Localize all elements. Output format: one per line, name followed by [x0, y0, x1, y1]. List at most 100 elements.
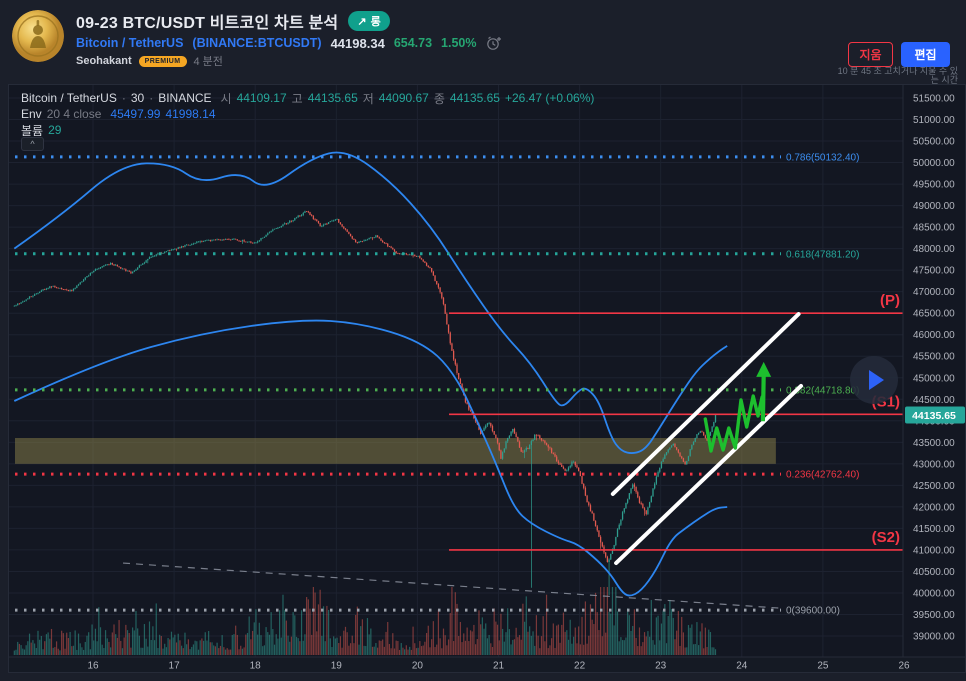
svg-text:0.618(47881.20): 0.618(47881.20) [786, 249, 859, 260]
env-lower-value: 41998.14 [165, 107, 216, 121]
fib-levels: 0.786(50132.40) 0.618(47881.20) 0.382(4471… [15, 152, 859, 617]
svg-text:45500.00: 45500.00 [913, 352, 955, 363]
channel-line[interactable] [614, 383, 804, 566]
low-label: 저 [362, 91, 374, 106]
bar-change: +26.47 (+0.06%) [504, 91, 595, 105]
edit-timer-line2: 는 시간 [930, 75, 958, 85]
svg-text:43000.00: 43000.00 [913, 459, 955, 470]
svg-text:49500.00: 49500.00 [913, 180, 955, 191]
edit-button[interactable]: 편집 [901, 42, 950, 67]
time-axis[interactable]: 16 17 18 19 20 21 22 23 24 25 26 [87, 661, 910, 672]
svg-text:0.382(44718.80): 0.382(44718.80) [786, 385, 859, 396]
env-params: 20 4 close [46, 107, 102, 121]
svg-text:26: 26 [898, 661, 910, 672]
svg-text:46000.00: 46000.00 [913, 330, 955, 341]
open-value: 44109.17 [236, 91, 287, 105]
svg-text:44500.00: 44500.00 [913, 395, 955, 406]
premium-badge: PREMIUM [138, 55, 187, 67]
legend-env-row[interactable]: Env 20 4 close 45497.99 41998.14 [21, 106, 594, 122]
volume-value: 29 [48, 123, 62, 137]
svg-text:18: 18 [250, 661, 262, 672]
close-value: 44135.65 [449, 91, 500, 105]
svg-text:47500.00: 47500.00 [913, 266, 955, 277]
svg-text:39500.00: 39500.00 [913, 610, 955, 621]
svg-text:50000.00: 50000.00 [913, 158, 955, 169]
legend-main-row[interactable]: Bitcoin / TetherUS · 30 · BINANCE 시 44109… [21, 91, 595, 106]
svg-text:42000.00: 42000.00 [913, 502, 955, 513]
svg-text:40500.00: 40500.00 [913, 567, 955, 578]
svg-text:16: 16 [87, 661, 99, 672]
delete-button[interactable]: 지움 [848, 42, 893, 67]
play-icon [869, 370, 884, 390]
legend-collapse-button[interactable]: ^ [21, 137, 44, 151]
price-axis[interactable]: 51500.00 51000.00 50500.00 50000.00 49500.00… [905, 94, 965, 643]
svg-text:45000.00: 45000.00 [913, 373, 955, 384]
legend-exchange: BINANCE [158, 91, 212, 105]
pivot-lines: (P)(S1)(S2) [449, 292, 903, 551]
up-arrow-head [756, 361, 772, 377]
svg-text:22: 22 [574, 661, 586, 672]
svg-text:50500.00: 50500.00 [913, 137, 955, 148]
symbol-link[interactable]: Bitcoin / TetherUS [76, 36, 184, 50]
chart-widget: 0.786(50132.40) 0.618(47881.20) 0.382(4471… [8, 84, 966, 673]
svg-text:0.236(42762.40): 0.236(42762.40) [786, 470, 859, 481]
up-arrow[interactable] [760, 374, 766, 422]
svg-text:41500.00: 41500.00 [913, 524, 955, 535]
high-label: 고 [291, 91, 303, 106]
svg-text:17: 17 [169, 661, 181, 672]
svg-text:40000.00: 40000.00 [913, 588, 955, 599]
exchange-symbol[interactable]: (BINANCE:BTCUSDT) [192, 36, 322, 50]
chart-legend: Bitcoin / TetherUS · 30 · BINANCE 시 44109… [21, 90, 594, 138]
volume-bars [13, 587, 717, 655]
svg-text:41000.00: 41000.00 [913, 545, 955, 556]
idea-price: 44198.34 [330, 35, 385, 51]
price-chart[interactable]: 0.786(50132.40) 0.618(47881.20) 0.382(4471… [9, 85, 965, 672]
idea-change: 654.73 [393, 36, 433, 50]
channel-line[interactable] [610, 312, 801, 496]
idea-header: 09-23 BTC/USDT 비트코인 차트 분석 ↗ 롱 Bitcoin / T… [0, 0, 966, 85]
edit-timer-line1: 10 분 45 초 고치거나 지울 수 있 [837, 66, 958, 76]
posted-time: 4 분전 [193, 56, 223, 68]
svg-text:0(39600.00): 0(39600.00) [786, 606, 840, 617]
long-badge: ↗ 롱 [348, 11, 390, 31]
legend-interval: 30 [130, 91, 145, 105]
svg-text:(P): (P) [880, 292, 900, 309]
svg-text:19: 19 [331, 661, 343, 672]
author-name[interactable]: Seohakant [76, 55, 132, 67]
low-value: 44090.67 [378, 91, 429, 105]
svg-text:0.786(50132.40): 0.786(50132.40) [786, 152, 859, 163]
svg-text:51500.00: 51500.00 [913, 94, 955, 105]
svg-text:42500.00: 42500.00 [913, 481, 955, 492]
last-price-tag [905, 406, 965, 424]
volume-name: 볼륨 [21, 123, 44, 138]
long-badge-label: 롱 [370, 16, 381, 28]
idea-change-pct: 1.50% [441, 36, 477, 50]
svg-text:20: 20 [412, 661, 424, 672]
svg-text:25: 25 [817, 661, 829, 672]
alarm-clock-plus-icon[interactable] [486, 35, 502, 51]
edit-timer: 10 분 45 초 고치거나 지울 수 있 는 시간 [788, 67, 958, 85]
arrow-up-right-icon: ↗ [357, 15, 367, 28]
svg-text:(S2): (S2) [872, 529, 900, 546]
descending-trendline[interactable] [122, 562, 779, 609]
high-value: 44135.65 [307, 91, 358, 105]
legend-symbol: Bitcoin / TetherUS [21, 91, 117, 105]
gold-coin-icon [12, 10, 64, 62]
play-button[interactable] [850, 356, 898, 404]
env-upper-value: 45497.99 [110, 107, 161, 121]
svg-text:49000.00: 49000.00 [913, 201, 955, 212]
svg-text:44135.65: 44135.65 [912, 410, 956, 422]
svg-text:48500.00: 48500.00 [913, 223, 955, 234]
svg-text:23: 23 [655, 661, 667, 672]
svg-text:24: 24 [736, 661, 748, 672]
svg-text:48000.00: 48000.00 [913, 244, 955, 255]
svg-text:21: 21 [493, 661, 505, 672]
legend-volume-row[interactable]: 볼륨 29 [21, 122, 594, 138]
avatar[interactable] [12, 10, 64, 62]
svg-text:46500.00: 46500.00 [913, 309, 955, 320]
env-name: Env [21, 107, 42, 121]
open-label: 시 [220, 91, 232, 106]
svg-text:39000.00: 39000.00 [913, 632, 955, 643]
zigzag-projection[interactable] [703, 394, 764, 453]
